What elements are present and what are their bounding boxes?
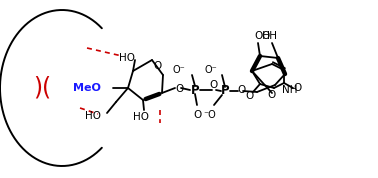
Text: O⁻: O⁻ <box>172 65 185 75</box>
Text: OH: OH <box>261 31 277 41</box>
Text: O: O <box>210 80 218 90</box>
Text: P: P <box>191 83 199 96</box>
Text: HO: HO <box>133 112 149 122</box>
Text: O⁻: O⁻ <box>204 65 217 75</box>
Text: (: ( <box>42 75 51 99</box>
Text: HO: HO <box>85 111 101 121</box>
Text: O: O <box>293 83 301 93</box>
Text: P: P <box>221 85 229 98</box>
Text: NH: NH <box>282 85 297 95</box>
Text: O: O <box>268 90 276 100</box>
Text: HO: HO <box>119 53 135 63</box>
Text: ⁻O: ⁻O <box>204 110 216 120</box>
Text: O: O <box>153 61 161 71</box>
Text: O: O <box>175 84 183 94</box>
Text: MeO: MeO <box>73 83 101 93</box>
Text: OH: OH <box>254 31 270 41</box>
Text: O: O <box>193 110 201 120</box>
Text: O: O <box>245 91 253 101</box>
Text: O: O <box>238 85 246 95</box>
Text: ): ) <box>33 75 43 99</box>
